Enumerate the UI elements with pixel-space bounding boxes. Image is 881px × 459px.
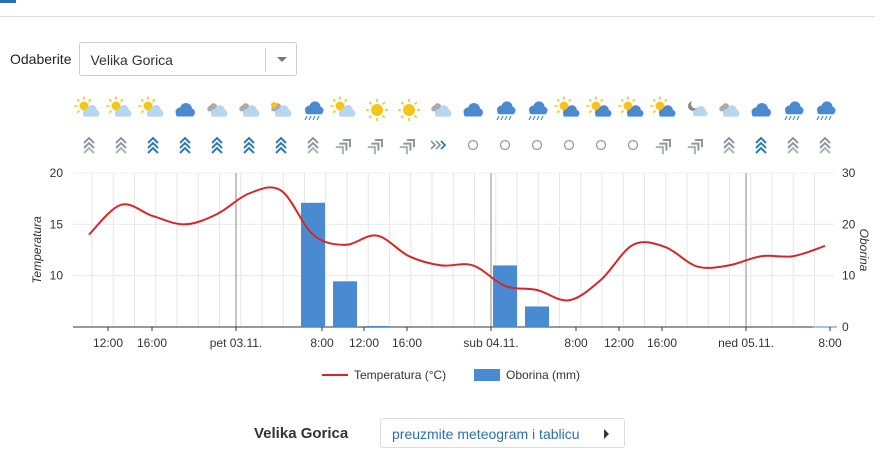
caret-right-icon [604, 429, 609, 439]
wind-calm-icon [595, 139, 607, 151]
sun-cloud-icon [650, 96, 676, 117]
x-tick-label: 12:00 [93, 336, 123, 350]
storm-rain-icon [304, 101, 324, 121]
y-right-tick-label: 0 [842, 320, 849, 334]
wind-n-icon [211, 136, 223, 154]
wind-ne-icon [335, 139, 351, 155]
cloud-icon [175, 103, 195, 117]
x-tick-label: 12:00 [349, 336, 379, 350]
wind-ne-icon [399, 139, 415, 155]
location-select-value: Velika Gorica [90, 52, 173, 68]
wind-e-icon [430, 140, 447, 150]
y-left-axis-label: Temperatura [30, 216, 44, 284]
sun-cloud-rain-icon [74, 96, 100, 117]
wind-n-icon [243, 136, 255, 154]
y-left-tick-label: 10 [50, 269, 64, 283]
y-left-tick-label: 20 [50, 166, 64, 180]
precipitation-bar [333, 281, 357, 327]
legend: Temperatura (°C) Oborina (mm) [322, 368, 580, 382]
wind-calm-icon [467, 139, 479, 151]
sun-cloud-icon [586, 96, 612, 117]
sun-cloud-rain-icon [330, 96, 356, 117]
legend-precipitation-swatch [474, 369, 500, 381]
precipitation-bar [493, 265, 517, 327]
sun-cloud-icon [618, 96, 644, 117]
wind-n-icon [755, 136, 767, 154]
bottom-row: Velika Gorica preuzmite meteogram i tabl… [0, 418, 881, 448]
wind-n-icon [307, 136, 319, 154]
top-accent [0, 0, 16, 3]
wind-calm-icon [499, 139, 511, 151]
sun-icon [398, 99, 420, 121]
location-select[interactable]: Velika Gorica [79, 42, 298, 76]
sun-cloud-icon [554, 96, 580, 117]
wind-calm-icon [627, 139, 639, 151]
station-name: Velika Gorica [254, 425, 349, 442]
precipitation-bar [525, 306, 549, 327]
legend-temperature-label: Temperatura (°C) [354, 368, 446, 382]
cloud-sun-icon [271, 102, 292, 117]
location-selector-label: Odaberite [10, 51, 72, 67]
x-tick-label: 16:00 [392, 336, 422, 350]
select-divider [265, 48, 267, 72]
wind-n-icon [723, 136, 735, 154]
y-left-tick-label: 15 [50, 217, 64, 231]
x-tick-label: 8:00 [818, 336, 842, 350]
x-tick-label: sub 04.11. [463, 336, 518, 350]
precipitation-bar [301, 202, 325, 327]
storm-rain-icon [816, 101, 836, 121]
y-right-axis-label: Oborina [857, 229, 871, 272]
gridlines [73, 172, 834, 328]
wind-ne-icon [655, 139, 671, 155]
sun-cloud-rain-icon [106, 96, 132, 117]
wind-ne-icon [687, 139, 703, 155]
storm-rain-icon [496, 101, 516, 121]
cloud-rain-icon [239, 103, 260, 117]
moon-cloud-icon [688, 99, 708, 117]
precipitation-bar [365, 325, 389, 327]
precipitation-bar [813, 326, 837, 328]
cloud-rain-icon [431, 103, 452, 117]
x-tick-label: 12:00 [604, 336, 634, 350]
wind-calm-icon [531, 139, 543, 151]
sun-icon [366, 99, 388, 121]
wind-n-icon [179, 136, 191, 154]
wind-n-icon [275, 136, 287, 154]
cloud-icon [751, 103, 771, 117]
storm-rain-icon [528, 101, 548, 121]
wind-ne-icon [367, 139, 383, 155]
x-tick-label: ned 05.11. [718, 336, 774, 350]
legend-precipitation-label: Oborina (mm) [506, 368, 580, 382]
x-tick-label: 16:00 [137, 336, 167, 350]
top-divider [0, 16, 875, 17]
y-right-tick-label: 30 [842, 166, 856, 180]
cloud-rain-icon [207, 103, 228, 117]
wind-n-icon [147, 136, 159, 154]
y-right-tick-label: 10 [842, 269, 856, 283]
download-button-label: preuzmite meteogram i tablicu [392, 426, 580, 442]
wind-n-icon [115, 136, 127, 154]
cloud-icon [463, 103, 483, 117]
x-tick-label: 8:00 [310, 336, 334, 350]
wind-n-icon [83, 136, 95, 154]
sun-cloud-rain-icon [138, 96, 164, 117]
wind-n-icon [819, 136, 831, 154]
meteogram-chart: 10 15 20 Temperatura 0 10 20 30 Oborina 12:00 16:0… [30, 96, 871, 382]
cloud-rain-icon [719, 103, 740, 117]
storm-rain-icon [784, 101, 804, 121]
x-tick-label: pet 03.11. [210, 336, 263, 350]
y-right-tick-label: 20 [842, 217, 856, 231]
x-tick-label: 8:00 [564, 336, 588, 350]
chevron-down-icon[interactable] [277, 57, 288, 62]
x-tick-label: 16:00 [647, 336, 677, 350]
download-meteogram-button[interactable]: preuzmite meteogram i tablicu [380, 418, 625, 448]
location-selector-row: Odaberite Velika Gorica [10, 41, 298, 77]
temperature-line [88, 186, 826, 302]
wind-calm-icon [563, 139, 575, 151]
wind-n-icon [787, 136, 799, 154]
